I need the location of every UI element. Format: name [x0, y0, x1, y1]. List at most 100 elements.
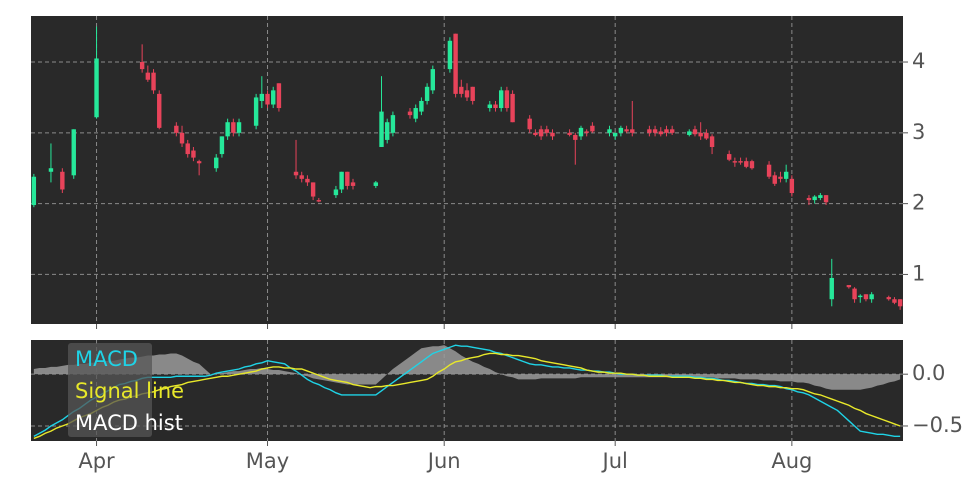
candle-body	[618, 127, 624, 133]
candle-body	[612, 132, 618, 137]
candle-body	[379, 111, 384, 147]
candle-body	[333, 189, 339, 196]
candle-body	[698, 132, 703, 137]
candle-body	[846, 285, 852, 288]
candle-body	[624, 129, 629, 132]
candle-body	[578, 127, 584, 137]
candle-body	[886, 297, 891, 300]
candle-body	[253, 97, 259, 126]
candle-body	[533, 132, 538, 135]
candle-body	[225, 122, 230, 137]
candle-body	[453, 33, 458, 94]
candle-body	[664, 129, 669, 133]
candle-body	[219, 136, 225, 155]
candle-body	[339, 171, 344, 190]
candle-body	[71, 129, 76, 176]
candle-body	[191, 150, 196, 158]
legend-box	[68, 343, 152, 437]
candle-body	[687, 131, 692, 135]
candle-body	[276, 83, 282, 109]
candle-body	[658, 131, 663, 135]
candle-body	[310, 182, 316, 197]
candle-body	[744, 161, 749, 167]
legend: MACD Signal line MACD hist	[68, 343, 184, 437]
candle-body	[413, 108, 418, 119]
candle-body	[772, 175, 777, 184]
candle-body	[778, 176, 783, 179]
candle-body	[196, 161, 202, 164]
candle-body	[373, 182, 379, 186]
legend-label: MACD hist	[75, 411, 183, 435]
candle-body	[305, 178, 310, 183]
candle-body	[424, 86, 430, 101]
candle-body	[630, 129, 635, 133]
candle-body	[789, 178, 795, 194]
y-tick-label: 1	[912, 261, 925, 285]
candle-body	[858, 295, 863, 298]
candle-body	[829, 277, 834, 300]
candle-body	[31, 176, 37, 206]
price-panel	[31, 16, 903, 324]
candle-body	[669, 129, 675, 133]
candle-body	[94, 58, 99, 118]
candle-body	[897, 299, 903, 307]
candle-body	[174, 125, 179, 133]
x-tick-label: Jun	[426, 449, 461, 473]
candle-body	[493, 104, 498, 109]
candle-body	[464, 90, 470, 98]
x-tick-label: Jul	[601, 449, 628, 473]
candle-body	[544, 129, 549, 133]
candle-body	[738, 161, 743, 163]
candle-body	[806, 197, 812, 201]
candle-body	[510, 93, 515, 123]
candle-body	[48, 168, 54, 172]
candle-body	[390, 115, 396, 133]
candle-body	[749, 161, 755, 169]
candle-body	[504, 90, 510, 109]
candle-body	[726, 154, 732, 160]
candle-body	[584, 131, 589, 133]
candle-body	[487, 104, 492, 109]
candle-body	[271, 90, 276, 105]
candle-body	[447, 40, 453, 70]
candle-body	[385, 122, 390, 140]
candle-body	[652, 129, 658, 133]
candle-body	[60, 171, 65, 190]
candle-body	[185, 143, 190, 155]
candle-body	[419, 100, 424, 112]
series-line	[33, 352, 901, 440]
legend-label: Signal line	[75, 379, 184, 403]
x-tick-label: Apr	[78, 449, 115, 473]
y-tick-label: 2	[912, 191, 925, 215]
x-tick-label: Aug	[771, 449, 812, 473]
candle-body	[538, 129, 544, 137]
y-tick-label: 4	[912, 49, 925, 73]
candle-body	[590, 125, 595, 132]
candle-body	[299, 175, 304, 179]
candle-body	[470, 86, 475, 101]
candle-body	[527, 118, 532, 130]
candle-body	[316, 200, 322, 202]
candle-body	[812, 196, 817, 201]
x-tick-label: May	[246, 449, 289, 473]
candle-body	[607, 129, 612, 133]
candle-body	[214, 157, 219, 169]
candle-body	[647, 129, 652, 133]
candle-body	[350, 182, 356, 186]
legend-label: MACD	[75, 347, 138, 371]
candle-body	[852, 288, 857, 300]
candle-body	[818, 195, 823, 198]
candle-body	[573, 134, 578, 140]
y-tick-label: 3	[912, 120, 925, 144]
candle-body	[407, 111, 413, 116]
candle-body	[863, 294, 869, 300]
candle-body	[293, 171, 299, 176]
candle-body	[231, 122, 236, 133]
candle-body	[692, 129, 698, 135]
hist-area	[33, 345, 901, 390]
candle-body	[550, 132, 555, 137]
candle-body	[783, 171, 789, 179]
candle-body	[892, 299, 897, 303]
